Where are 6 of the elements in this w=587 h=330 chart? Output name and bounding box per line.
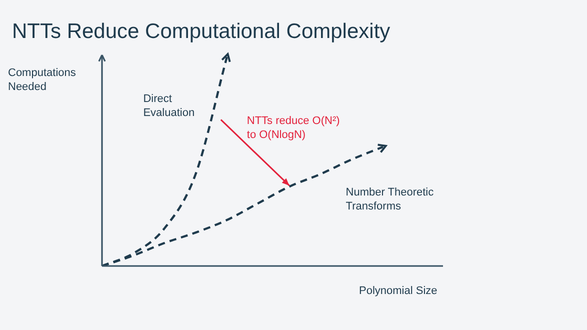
chart-title: NTTs Reduce Computational Complexity	[12, 20, 391, 43]
y-axis-title: Computations Needed	[8, 67, 76, 93]
series-label: Number Theoretic Transforms	[346, 186, 434, 212]
annotation: NTTs reduce O(N²) to O(NlogN)	[246, 114, 340, 141]
x-axis-title: Polynomial Size	[359, 285, 438, 297]
series-label: Direct Evaluation	[143, 93, 195, 119]
